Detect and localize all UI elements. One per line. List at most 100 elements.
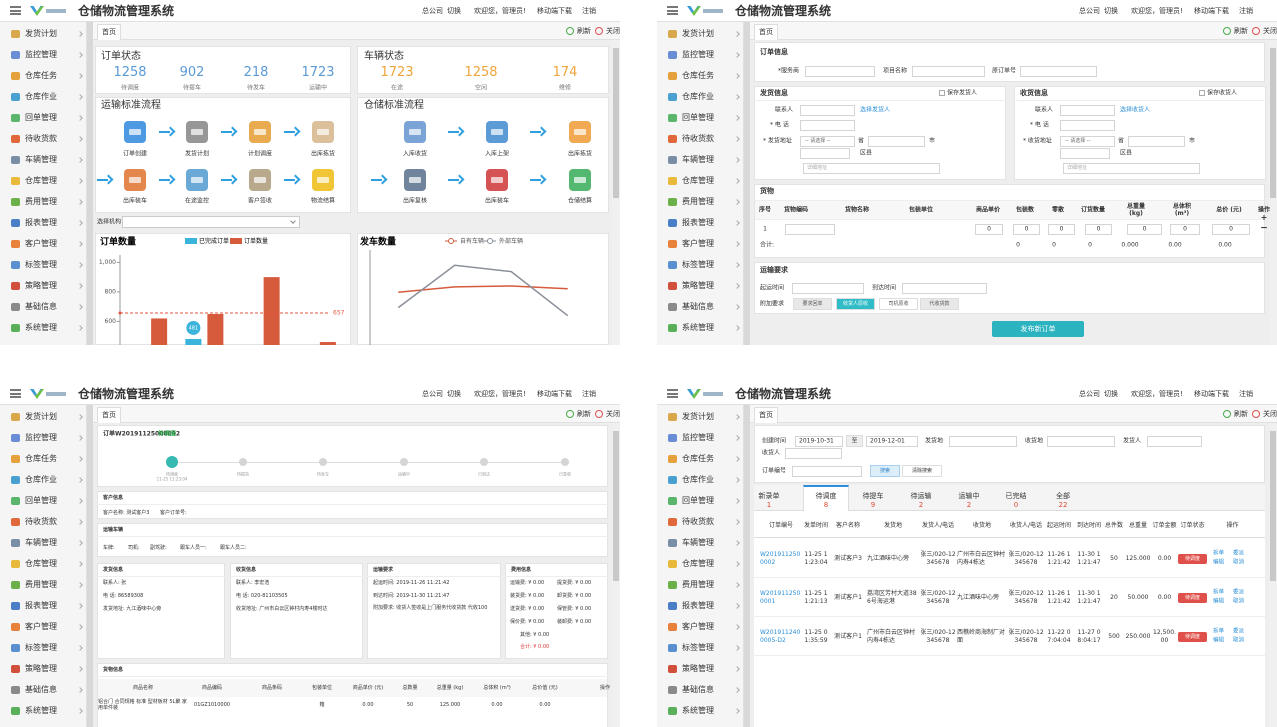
input[interactable] <box>1020 65 1097 77</box>
option-label[interactable]: 代收货款 <box>929 301 950 307</box>
input[interactable] <box>1128 135 1185 147</box>
menu-item[interactable]: 费用管理 <box>25 197 57 207</box>
row-action[interactable]: 委派 <box>1233 628 1245 635</box>
status-tab[interactable]: 待运输 <box>910 491 932 500</box>
menu-item[interactable]: 仓库任务 <box>25 71 57 81</box>
header-link[interactable]: 切换 <box>1104 389 1118 398</box>
row-action[interactable]: 编辑 <box>1213 598 1225 605</box>
input[interactable] <box>1147 435 1202 447</box>
menu-item[interactable]: 报表管理 <box>25 218 57 228</box>
menu-item[interactable]: 发货计划 <box>25 29 57 39</box>
input[interactable] <box>1212 223 1250 235</box>
header-link[interactable]: 总公司 <box>1079 389 1100 398</box>
menu-toggle[interactable] <box>10 6 21 15</box>
option-button[interactable] <box>793 298 832 310</box>
input[interactable] <box>866 435 918 447</box>
header-link[interactable]: 切换 <box>1104 6 1118 15</box>
menu-item[interactable]: 策略管理 <box>25 664 57 674</box>
menu-toggle[interactable] <box>667 6 678 15</box>
menu-item[interactable]: 监控管理 <box>25 50 57 60</box>
menu-item[interactable]: 仓库任务 <box>25 454 57 464</box>
menu-item[interactable]: 系统管理 <box>25 706 57 716</box>
menu-item[interactable]: 仓库作业 <box>25 92 57 102</box>
save-checkbox[interactable]: 保存收货人 <box>1207 89 1238 97</box>
close-button[interactable]: 关闭 <box>1263 409 1277 418</box>
menu-item[interactable]: 仓库作业 <box>25 475 57 485</box>
clear-label[interactable]: 清除搜索 <box>911 468 933 474</box>
header-link[interactable]: 移动端下载 <box>537 389 572 398</box>
row-action[interactable]: 取消 <box>1233 637 1245 644</box>
input[interactable] <box>800 147 850 159</box>
menu-item[interactable]: 仓库作业 <box>682 92 714 102</box>
menu-item[interactable]: 仓库管理 <box>25 559 57 569</box>
menu-item[interactable]: 发货计划 <box>682 412 714 422</box>
header-link[interactable]: 注销 <box>582 6 596 15</box>
menu-item[interactable]: 系统管理 <box>25 323 57 333</box>
status-tab[interactable]: 待调度 <box>815 491 837 500</box>
option-label[interactable]: 要求回单 <box>802 301 823 307</box>
input[interactable] <box>912 65 985 77</box>
order-link[interactable]: W2019112500001 <box>760 590 801 605</box>
tab[interactable] <box>754 24 778 40</box>
input[interactable] <box>785 223 835 235</box>
menu-item[interactable]: 仓库管理 <box>682 559 714 569</box>
order-link[interactable]: W2019112500002 <box>760 551 801 566</box>
input[interactable] <box>803 162 940 174</box>
row-action[interactable]: 取消 <box>1233 559 1245 566</box>
close-icon[interactable] <box>595 27 603 35</box>
menu-item[interactable]: 客户管理 <box>25 622 57 632</box>
input[interactable] <box>800 104 855 116</box>
close-icon[interactable] <box>1252 410 1260 418</box>
status-tab[interactable]: 运输中 <box>958 491 980 500</box>
menu-item[interactable]: 客户管理 <box>25 239 57 249</box>
menu-item[interactable]: 监控管理 <box>25 433 57 443</box>
input[interactable] <box>1063 162 1200 174</box>
menu-item[interactable]: 费用管理 <box>682 197 714 207</box>
pick-link[interactable]: 选择收货人 <box>1120 106 1151 114</box>
status-tab[interactable]: 全部 <box>1056 491 1070 500</box>
refresh-button[interactable]: 刷新 <box>1234 26 1248 35</box>
menu-item[interactable]: 仓库任务 <box>682 454 714 464</box>
row-action[interactable]: 拆单 <box>1213 550 1225 557</box>
menu-item[interactable]: 报表管理 <box>25 601 57 611</box>
input[interactable] <box>1013 223 1040 235</box>
input[interactable] <box>868 135 925 147</box>
header-link[interactable]: 切换 <box>447 389 461 398</box>
option-button[interactable] <box>879 298 918 310</box>
menu-item[interactable]: 回单管理 <box>682 113 714 123</box>
header-link[interactable]: 注销 <box>1239 389 1253 398</box>
header-link[interactable]: 切换 <box>447 6 461 15</box>
menu-item[interactable]: 待收货款 <box>25 134 57 144</box>
input[interactable] <box>800 135 855 147</box>
menu-item[interactable]: 系统管理 <box>682 323 714 333</box>
input[interactable] <box>1085 223 1112 235</box>
menu-toggle[interactable] <box>10 389 21 398</box>
input[interactable] <box>805 65 875 77</box>
input[interactable] <box>1170 223 1200 235</box>
menu-item[interactable]: 回单管理 <box>25 496 57 506</box>
menu-item[interactable]: 监控管理 <box>682 433 714 443</box>
close-button[interactable]: 关闭 <box>606 409 620 418</box>
add-row[interactable]: + <box>1260 213 1268 223</box>
header-link[interactable]: 欢迎您，管理员! <box>1131 6 1183 15</box>
option-label[interactable]: 收货人原收 <box>842 301 869 307</box>
menu-item[interactable]: 待收货款 <box>682 134 714 144</box>
tab-label[interactable]: 首页 <box>102 27 116 36</box>
status-tab[interactable]: 待提车 <box>862 491 884 500</box>
tab[interactable] <box>97 407 121 423</box>
menu-item[interactable]: 待收货款 <box>25 517 57 527</box>
menu-item[interactable]: 客户管理 <box>682 622 714 632</box>
input[interactable] <box>795 435 843 447</box>
row-action[interactable]: 取消 <box>1233 598 1245 605</box>
menu-item[interactable]: 发货计划 <box>25 412 57 422</box>
header-link[interactable]: 欢迎您，管理员! <box>1131 389 1183 398</box>
menu-item[interactable]: 客户管理 <box>682 239 714 249</box>
menu-item[interactable]: 仓库管理 <box>682 176 714 186</box>
close-icon[interactable] <box>595 410 603 418</box>
close-button[interactable]: 关闭 <box>1263 26 1277 35</box>
input[interactable] <box>1060 135 1115 147</box>
header-link[interactable]: 总公司 <box>422 6 443 15</box>
pick-link[interactable]: 选择发货人 <box>860 106 891 114</box>
header-link[interactable]: 欢迎您，管理员! <box>474 389 526 398</box>
menu-item[interactable]: 车辆管理 <box>682 538 714 548</box>
